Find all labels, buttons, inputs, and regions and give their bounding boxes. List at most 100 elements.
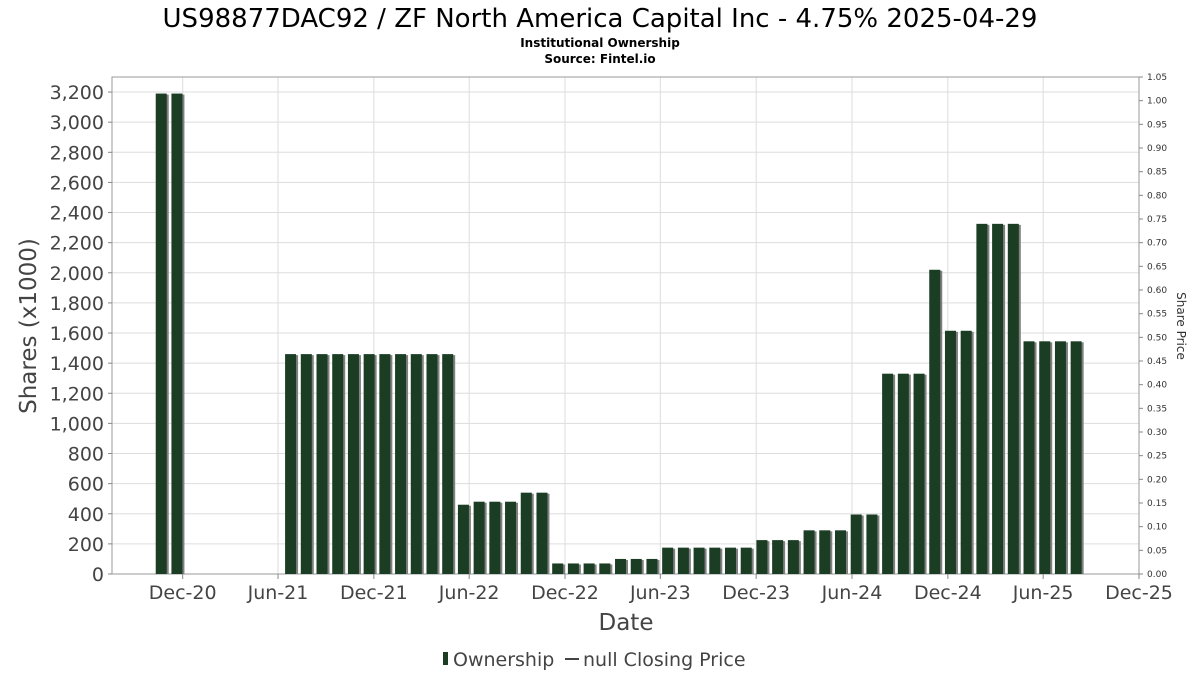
y2-tick-label: 0.90	[1147, 144, 1167, 154]
y2-tick-label: 0.25	[1147, 452, 1167, 462]
y2-tick-label: 0.85	[1147, 168, 1167, 178]
ownership-bar	[960, 330, 972, 574]
x-tick-label: Dec-25	[1105, 582, 1173, 604]
ownership-bar	[1023, 341, 1035, 574]
ownership-bar	[662, 547, 674, 574]
y-tick-label: 1,000	[50, 413, 104, 435]
y2-tick-label: 0.50	[1147, 333, 1167, 343]
x-tick-label: Jun-22	[438, 582, 500, 604]
ownership-bar	[897, 373, 909, 574]
y2-tick-label: 0.10	[1147, 523, 1167, 533]
ownership-bar	[834, 530, 846, 574]
ownership-bar	[379, 354, 391, 574]
y2-tick-label: 0.60	[1147, 286, 1167, 296]
y-tick-label: 1,200	[50, 383, 104, 405]
y-tick-label: 1,600	[50, 323, 104, 345]
y2-tick-label: 1.00	[1147, 97, 1167, 107]
y-tick-label: 400	[68, 504, 104, 526]
x-tick-label: Dec-21	[340, 582, 408, 604]
ownership-bar	[285, 354, 297, 574]
y-tick-label: 2,800	[50, 142, 104, 164]
ownership-bar	[819, 530, 831, 574]
ownership-bar	[976, 223, 988, 574]
ownership-bar	[316, 354, 328, 574]
ownership-bar	[756, 540, 768, 574]
y-tick-label: 3,000	[50, 112, 104, 134]
y-tick-label: 200	[68, 534, 104, 556]
ownership-bar	[866, 514, 878, 574]
ownership-bar	[457, 504, 469, 574]
right-axis-ticks: 0.00 0.05 0.10 0.15 0.20 0.25 0.30 0.35 0.40 0.45…	[1139, 73, 1167, 580]
ownership-bar	[332, 354, 344, 574]
ownership-bar	[1070, 341, 1082, 574]
ownership-bar	[944, 330, 956, 574]
y2-tick-label: 0.40	[1147, 381, 1167, 391]
x-tick-label: Dec-24	[914, 582, 982, 604]
ownership-bar	[567, 563, 579, 574]
y2-tick-label: 0.05	[1147, 546, 1167, 556]
ownership-bar	[583, 563, 595, 574]
ownership-bar	[171, 93, 183, 575]
y2-tick-label: 0.45	[1147, 357, 1167, 367]
x-tick-label: Dec-23	[722, 582, 790, 604]
ownership-bar	[395, 354, 407, 574]
ownership-bar	[772, 540, 784, 574]
ownership-bar	[630, 558, 642, 574]
chart-source: Source: Fintel.io	[544, 52, 655, 66]
ownership-bar	[442, 354, 454, 574]
y-tick-label: 2,400	[50, 203, 104, 225]
ownership-bar	[725, 547, 737, 574]
y2-tick-label: 0.55	[1147, 310, 1167, 320]
y-tick-label: 600	[68, 474, 104, 496]
ownership-bar	[709, 547, 721, 574]
ownership-bar	[1007, 223, 1019, 574]
chart-title: US98877DAC92 / ZF North America Capital …	[163, 4, 1038, 34]
legend-price-label: null Closing Price	[583, 649, 746, 671]
x-tick-label: Dec-22	[531, 582, 599, 604]
ownership-bar	[426, 354, 438, 574]
ownership-bar	[1039, 341, 1051, 574]
x-tick-label: Jun-25	[1012, 582, 1074, 604]
y2-tick-label: 0.15	[1147, 499, 1167, 509]
y-tick-label: 2,000	[50, 263, 104, 285]
ownership-bar	[155, 93, 167, 575]
ownership-bar	[300, 354, 312, 574]
legend: Ownership null Closing Price	[443, 649, 746, 671]
y2-axis-label: Share Price	[1174, 292, 1188, 360]
ownership-bars	[155, 93, 1084, 575]
ownership-bar	[505, 501, 517, 574]
ownership-bar	[410, 354, 422, 574]
ownership-bar	[347, 354, 359, 574]
left-axis-ticks: 0 200 400 600 800 1,000 1,200 1,400 1,600 1,800 2,…	[50, 82, 112, 586]
ownership-bar	[787, 540, 799, 574]
ownership-bar	[1054, 341, 1066, 574]
ownership-bar	[473, 501, 485, 574]
y-tick-label: 2,200	[50, 233, 104, 255]
ownership-bar	[929, 269, 941, 574]
ownership-bar	[536, 492, 548, 574]
ownership-bar	[882, 373, 894, 574]
y-tick-label: 2,600	[50, 172, 104, 194]
ownership-bar	[803, 530, 815, 574]
x-tick-label: Dec-20	[149, 582, 217, 604]
legend-ownership-label: Ownership	[453, 649, 554, 671]
ownership-bar	[693, 547, 705, 574]
chart-subtitle: Institutional Ownership	[520, 36, 680, 50]
y2-tick-label: 0.35	[1147, 404, 1167, 414]
y2-tick-label: 0.95	[1147, 120, 1167, 130]
y-tick-label: 0	[92, 564, 104, 586]
ownership-bar	[740, 547, 752, 574]
y-axis-label: Shares (x1000)	[16, 238, 42, 414]
ownership-bar	[615, 558, 627, 574]
y2-tick-label: 0.65	[1147, 262, 1167, 272]
y2-tick-label: 0.80	[1147, 191, 1167, 201]
y2-tick-label: 1.05	[1147, 73, 1167, 83]
y-tick-label: 1,400	[50, 353, 104, 375]
ownership-bar	[850, 514, 862, 574]
x-tick-label: Jun-23	[629, 582, 691, 604]
x-axis-label: Date	[599, 610, 654, 636]
y-tick-label: 1,800	[50, 293, 104, 315]
ownership-bar	[992, 223, 1004, 574]
y-tick-label: 800	[68, 444, 104, 466]
